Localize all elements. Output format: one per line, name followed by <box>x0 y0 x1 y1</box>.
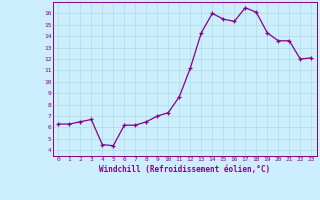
X-axis label: Windchill (Refroidissement éolien,°C): Windchill (Refroidissement éolien,°C) <box>99 165 270 174</box>
